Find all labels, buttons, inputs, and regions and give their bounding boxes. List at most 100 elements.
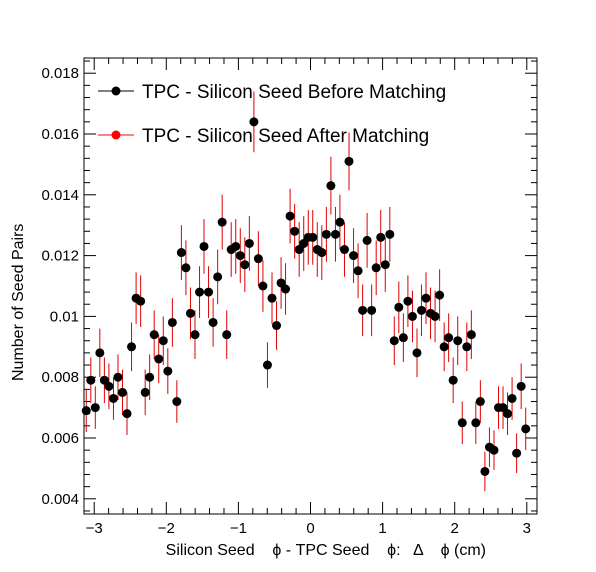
- data-point: [208, 317, 218, 327]
- data-point: [394, 302, 404, 312]
- data-point: [435, 290, 445, 300]
- data-point: [222, 330, 232, 340]
- x-tick-label: 3: [523, 520, 531, 537]
- data-point: [326, 181, 336, 191]
- y-tick-label: 0.006: [41, 430, 79, 447]
- y-tick-label: 0.01: [50, 308, 79, 325]
- data-point: [321, 229, 331, 239]
- y-tick-label: 0.012: [41, 248, 79, 265]
- data-point: [376, 232, 386, 242]
- data-point: [258, 281, 268, 291]
- y-tick-label: 0.008: [41, 369, 79, 386]
- data-point: [507, 393, 517, 403]
- data-point: [412, 348, 422, 358]
- data-point: [516, 381, 526, 391]
- legend-marker-after: [111, 130, 121, 140]
- data-point: [475, 397, 485, 407]
- y-tick-label: 0.004: [41, 491, 79, 508]
- x-tick-label: −3: [86, 520, 103, 537]
- data-point: [448, 375, 458, 385]
- data-point: [430, 311, 440, 321]
- data-point: [181, 263, 191, 273]
- y-tick-label: 0.018: [41, 65, 79, 82]
- data-point: [389, 336, 399, 346]
- data-point: [471, 418, 481, 428]
- data-point: [407, 311, 417, 321]
- data-point: [330, 229, 340, 239]
- data-point: [317, 248, 327, 258]
- data-point: [90, 403, 100, 413]
- data-point: [136, 296, 146, 306]
- data-point: [267, 293, 277, 303]
- data-point: [167, 317, 177, 327]
- data-point: [204, 287, 214, 297]
- data-point: [262, 360, 272, 370]
- data-point: [244, 238, 254, 248]
- data-point: [172, 397, 182, 407]
- data-point: [512, 448, 522, 458]
- legend-label-after: TPC - Silicon Seed After Matching: [142, 126, 429, 147]
- y-axis: [84, 60, 537, 512]
- legend-marker-before: [111, 86, 121, 96]
- data-point: [362, 235, 372, 245]
- data-point: [285, 211, 295, 221]
- data-point: [521, 424, 531, 434]
- data-point: [154, 354, 164, 364]
- data-point: [231, 241, 241, 251]
- legend: TPC - Silicon Seed Before Matching TPC -…: [98, 82, 446, 147]
- data-point: [349, 251, 359, 261]
- data-point: [86, 375, 96, 385]
- y-tick-label: 0.016: [41, 126, 79, 143]
- data-point: [462, 342, 472, 352]
- data-point: [290, 226, 300, 236]
- data-point: [457, 418, 467, 428]
- data-point: [195, 287, 205, 297]
- x-tick-label: 2: [451, 520, 459, 537]
- data-point: [127, 342, 137, 352]
- data-point: [213, 272, 223, 282]
- data-point: [421, 293, 431, 303]
- data-point: [108, 393, 118, 403]
- data-point: [140, 387, 150, 397]
- y-tick-labels: 0.004 0.006 0.008 0.01 0.012 0.014 0.016 0.018: [41, 65, 79, 508]
- data-point: [453, 336, 463, 346]
- data-point: [95, 348, 105, 358]
- data-point: [444, 333, 454, 343]
- data-point: [371, 263, 381, 273]
- data-point: [403, 296, 413, 306]
- data-point: [185, 308, 195, 318]
- data-point: [163, 366, 173, 376]
- y-tick-label: 0.014: [41, 187, 79, 204]
- data-point: [398, 333, 408, 343]
- data-point: [480, 466, 490, 476]
- data-point: [122, 409, 132, 419]
- data-point: [190, 330, 200, 340]
- data-point: [149, 330, 159, 340]
- data-point: [335, 217, 345, 227]
- data-point: [158, 336, 168, 346]
- data-points: [81, 117, 531, 476]
- x-axis-title: Silicon Seed ϕ - TPC Seed ϕ: Δ ϕ (cm): [166, 542, 486, 559]
- data-point: [339, 245, 349, 255]
- data-point: [117, 387, 127, 397]
- data-point: [104, 381, 114, 391]
- data-point: [81, 406, 91, 416]
- error-bars: [85, 91, 527, 492]
- data-point: [253, 254, 263, 264]
- data-point: [281, 284, 291, 294]
- y-axis-title: Number of Seed Pairs: [10, 224, 27, 381]
- data-point: [353, 266, 363, 276]
- x-axis: [93, 58, 528, 514]
- x-tick-labels: −3 −2 −1 0 1 2 3: [86, 520, 531, 537]
- data-point: [439, 342, 449, 352]
- data-point: [145, 372, 155, 382]
- data-point: [217, 217, 227, 227]
- data-point: [358, 305, 368, 315]
- x-tick-label: −1: [230, 520, 247, 537]
- data-point: [367, 305, 377, 315]
- data-point: [308, 232, 318, 242]
- data-point: [503, 409, 513, 419]
- x-tick-label: 1: [378, 520, 386, 537]
- data-point: [466, 330, 476, 340]
